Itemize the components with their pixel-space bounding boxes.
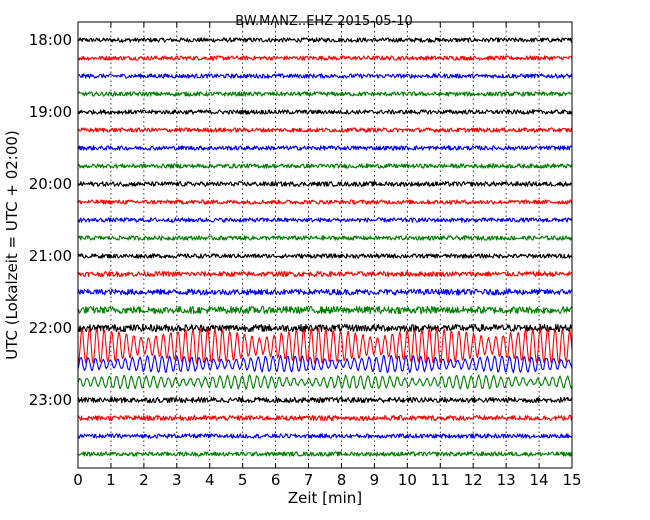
x-tick-label: 15 [562,471,581,489]
trace-2215 [77,327,573,364]
trace-2230 [77,354,573,374]
plot-frame [77,21,573,469]
x-tick-label: 9 [370,471,380,489]
trace-1930 [77,145,573,151]
trace-2145 [78,305,573,315]
trace-2030 [77,217,573,223]
x-tick-label: 7 [304,471,314,489]
x-axis: 0 1 2 3 4 5 6 7 8 9 10 11 12 13 14 15 [73,22,582,489]
trace-2200 [77,323,573,333]
y-axis-label: UTC (Lokalzeit = UTC + 02:00) [3,130,21,360]
x-tick-label: 0 [73,471,83,489]
trace-2300 [77,396,573,404]
trace-1845 [77,91,573,97]
trace-2330 [77,433,573,439]
trace-2045 [77,235,573,241]
x-tick-label: 1 [106,471,116,489]
trace-1815 [77,55,573,61]
x-tick-label: 5 [238,471,248,489]
trace-2315 [77,414,573,422]
x-tick-label: 3 [172,471,182,489]
y-tick-label: 18:00 [29,31,72,49]
y-tick-label: 23:00 [29,391,72,409]
x-tick-label: 2 [139,471,149,489]
y-tick-label: 20:00 [29,175,72,193]
x-tick-label: 13 [497,471,516,489]
trace-group [77,37,573,457]
x-tick-label: 11 [431,471,450,489]
trace-1915 [77,127,573,133]
trace-1830 [77,73,573,79]
trace-2115 [77,270,573,278]
trace-2100 [77,253,573,259]
y-axis: 18:00 19:00 20:00 21:00 22:00 23:00 [29,31,572,409]
x-tick-label: 4 [205,471,215,489]
trace-2245 [77,374,573,390]
trace-1900 [77,109,573,115]
trace-2130 [77,288,573,296]
x-tick-label: 14 [530,471,549,489]
trace-2345 [77,451,573,457]
y-tick-label: 21:00 [29,247,72,265]
y-tick-label: 19:00 [29,103,72,121]
trace-2015 [77,199,573,205]
trace-2000 [77,181,573,187]
x-tick-label: 6 [271,471,281,489]
x-tick-label: 12 [464,471,483,489]
trace-1800 [77,37,573,43]
trace-1945 [77,163,573,169]
y-tick-label: 22:00 [29,319,72,337]
x-tick-label: 10 [398,471,417,489]
x-axis-label: Zeit [min] [288,489,362,507]
x-tick-label: 8 [337,471,347,489]
